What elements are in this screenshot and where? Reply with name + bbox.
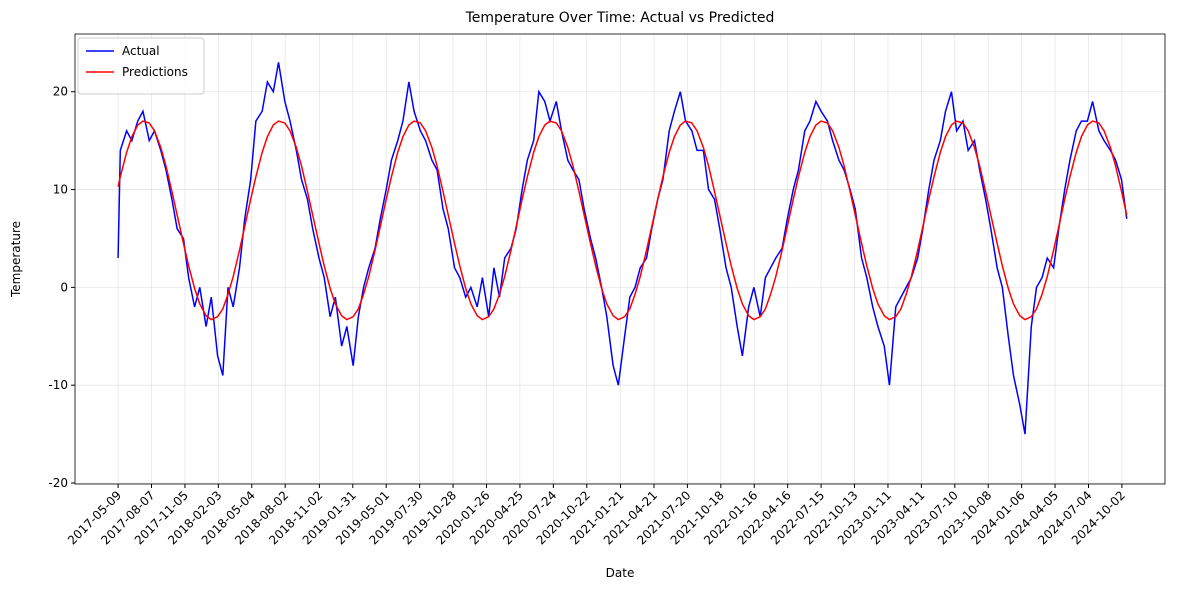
y-tick-label: 10 bbox=[53, 183, 68, 197]
series-line bbox=[117, 62, 1128, 435]
y-tick-label: 20 bbox=[53, 85, 68, 99]
y-tick-label: 0 bbox=[60, 280, 68, 294]
y-axis-label: Temperature bbox=[9, 221, 23, 298]
y-tick-label: -20 bbox=[48, 476, 68, 490]
legend-label: Predictions bbox=[122, 65, 188, 79]
x-axis-label: Date bbox=[606, 566, 635, 580]
legend-box bbox=[77, 37, 205, 95]
y-tick-label: -10 bbox=[48, 378, 68, 392]
series-line bbox=[117, 120, 1128, 321]
plot-frame bbox=[74, 33, 1166, 485]
chart-title: Temperature Over Time: Actual vs Predict… bbox=[465, 10, 775, 26]
legend-label: Actual bbox=[122, 44, 160, 58]
